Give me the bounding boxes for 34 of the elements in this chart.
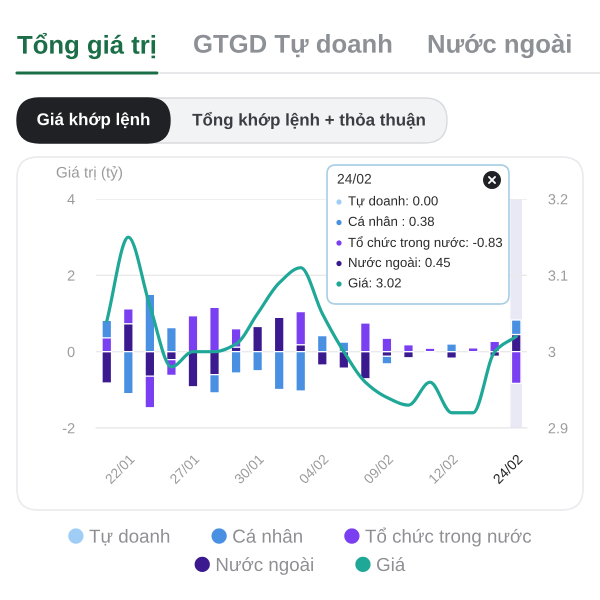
bar xyxy=(424,348,436,352)
legend-label: Giá xyxy=(377,557,406,572)
y-tick-label: 2 xyxy=(68,270,74,281)
text: 24/02 xyxy=(338,174,372,184)
text: Tổng giá trị xyxy=(17,32,156,60)
annotation: Tổ chức trong nước: -0.83 xyxy=(348,236,502,250)
y-tick-label: -2 xyxy=(62,423,74,434)
y2-tick-label: 2.9 xyxy=(548,423,568,434)
bar xyxy=(230,351,242,374)
legend-label: Cá nhân xyxy=(233,528,302,543)
bar xyxy=(382,338,392,352)
annotation: Nước ngoài: 0.45 xyxy=(349,257,450,270)
y2-tick-label: 3 xyxy=(548,346,556,358)
annotation: Giá: 3.02 xyxy=(348,278,401,288)
text: GTGD Tự doanh xyxy=(194,34,392,58)
legend-label: Nước ngoài xyxy=(216,557,313,575)
bar xyxy=(188,351,198,388)
annotation: Cá nhân : 0.38 xyxy=(348,216,434,226)
text: Tổng khớp lệnh + thỏa thuận xyxy=(192,112,425,130)
y-tick-label: 4 xyxy=(67,194,75,204)
bar xyxy=(382,356,392,365)
line-series xyxy=(105,236,518,414)
legend-label: Tự doanh xyxy=(89,529,170,546)
text: Giá khớp lệnh xyxy=(37,112,150,129)
bar xyxy=(188,315,198,352)
y2-tick-label: 3.1 xyxy=(548,270,568,281)
y-axis-title: Giá trị (tỷ) xyxy=(56,166,122,181)
text: Nước ngoài xyxy=(428,34,571,58)
annotation: Tự doanh: 0.00 xyxy=(348,196,438,208)
y2-tick-label: 3.2 xyxy=(548,194,568,204)
bar xyxy=(209,306,220,352)
y-tick-label: 0 xyxy=(68,346,75,358)
legend-label: Tổ chức trong nước xyxy=(365,527,532,547)
bar xyxy=(468,347,478,352)
